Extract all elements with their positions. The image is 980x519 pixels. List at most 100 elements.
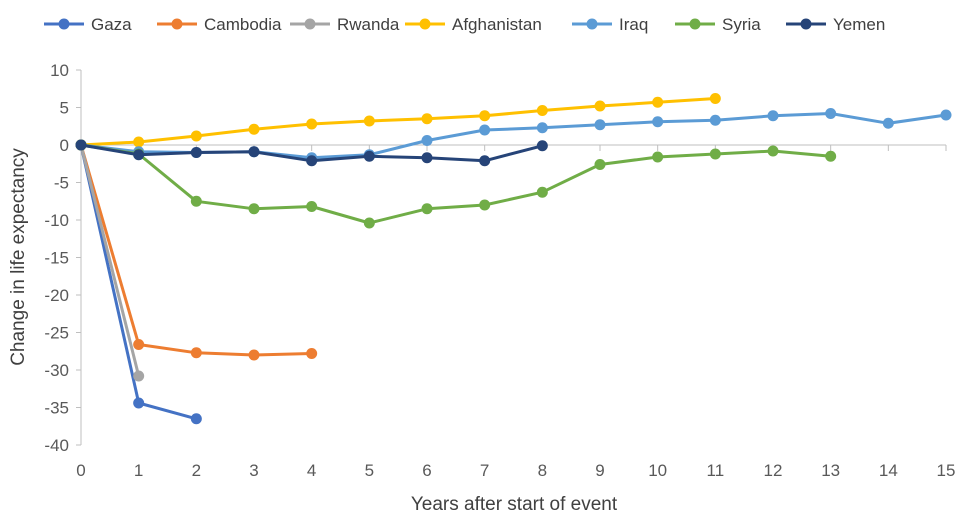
data-point-afghanistan: [306, 118, 318, 130]
x-tick-label: 7: [480, 461, 489, 480]
x-tick-label: 10: [648, 461, 667, 480]
data-point-afghanistan: [479, 110, 491, 122]
y-tick-label: 5: [60, 99, 69, 118]
legend-item-afghanistan: Afghanistan: [405, 15, 542, 34]
data-point-afghanistan: [363, 115, 375, 127]
x-tick-label: 9: [595, 461, 604, 480]
legend-marker: [800, 18, 812, 30]
series-line-cambodia: [79, 144, 312, 357]
data-point-iraq: [882, 117, 894, 129]
x-tick-label: 1: [134, 461, 143, 480]
x-tick-label: 5: [365, 461, 374, 480]
legend-label: Cambodia: [204, 15, 282, 34]
data-point-iraq: [825, 108, 837, 119]
x-tick-label: 0: [76, 461, 85, 480]
series-line-afghanistan: [80, 97, 716, 147]
x-tick-label: 15: [937, 461, 956, 480]
data-point-yemen: [248, 146, 260, 158]
y-tick-label: -30: [44, 361, 69, 380]
y-tick-label: -10: [44, 211, 69, 230]
data-point-syria: [825, 150, 837, 162]
data-point-afghanistan: [133, 136, 145, 148]
data-point-rwanda: [133, 370, 145, 382]
y-tick-label: -20: [44, 286, 69, 305]
legend-item-syria: Syria: [675, 15, 761, 34]
data-point-syria: [363, 217, 375, 229]
data-point-yemen: [479, 155, 491, 167]
data-point-yemen: [306, 155, 318, 167]
data-point-iraq: [594, 119, 606, 131]
y-tick-label: -35: [44, 399, 69, 418]
data-point-iraq: [940, 109, 952, 121]
series-line-rwanda: [79, 144, 141, 377]
legend: Gaza Cambodia Rwanda Afghanistan Iraq Syria Ye…: [44, 15, 885, 34]
series-cambodia: [75, 139, 318, 361]
x-tick-label: 2: [192, 461, 201, 480]
y-tick-label: -5: [54, 174, 69, 193]
data-point-yemen: [75, 139, 87, 151]
legend-label: Rwanda: [337, 15, 400, 34]
x-tick-label: 11: [707, 461, 725, 480]
x-tick-label: 6: [422, 461, 431, 480]
data-point-yemen: [190, 147, 202, 158]
data-point-iraq: [479, 124, 491, 136]
data-point-afghanistan: [594, 100, 606, 112]
data-point-yemen: [421, 152, 433, 164]
legend-marker: [586, 18, 598, 30]
data-point-syria: [306, 201, 318, 212]
data-point-gaza: [190, 413, 202, 425]
legend-item-yemen: Yemen: [786, 15, 885, 34]
legend-marker: [419, 18, 431, 30]
legend-label: Afghanistan: [452, 15, 542, 34]
legend-marker: [171, 18, 183, 30]
data-point-syria: [190, 195, 202, 207]
series-yemen: [75, 139, 548, 167]
legend-label: Syria: [722, 15, 761, 34]
x-tick-label: 14: [879, 461, 898, 480]
data-point-gaza: [133, 397, 145, 409]
legend-marker: [58, 18, 70, 30]
data-point-syria: [479, 199, 491, 211]
data-point-afghanistan: [421, 113, 433, 125]
data-point-syria: [421, 203, 433, 215]
data-point-iraq: [421, 135, 433, 146]
y-tick-label: -15: [44, 249, 69, 268]
plot-area: [75, 93, 952, 425]
data-point-cambodia: [133, 339, 145, 350]
data-point-afghanistan: [536, 105, 548, 116]
y-axis: 10 5 0 -5 -10 -15 -20 -25 -30 -35 -40: [44, 61, 82, 455]
x-tick-label: 8: [538, 461, 547, 480]
legend-marker: [304, 18, 316, 30]
data-point-yemen: [363, 150, 375, 162]
data-point-syria: [248, 203, 260, 215]
legend-item-iraq: Iraq: [572, 15, 648, 34]
y-tick-label: -40: [44, 436, 69, 455]
data-point-iraq: [652, 116, 664, 128]
legend-item-cambodia: Cambodia: [157, 15, 282, 34]
series-line-syria: [80, 143, 831, 225]
data-point-syria: [709, 148, 721, 160]
legend-label: Iraq: [619, 15, 648, 34]
y-axis-title: Change in life expectancy: [8, 148, 29, 366]
data-point-afghanistan: [709, 93, 721, 104]
x-tick-label: 4: [307, 461, 316, 480]
series-afghanistan: [75, 93, 721, 151]
data-point-iraq: [767, 110, 779, 122]
data-point-afghanistan: [652, 96, 664, 108]
data-point-afghanistan: [248, 123, 260, 135]
data-point-iraq: [709, 114, 721, 126]
y-tick-label: 0: [60, 136, 69, 155]
data-point-syria: [652, 151, 664, 163]
legend-item-rwanda: Rwanda: [290, 15, 400, 34]
y-tick-label: -25: [44, 324, 69, 343]
data-point-cambodia: [306, 348, 318, 359]
legend-label: Gaza: [91, 15, 132, 34]
data-point-cambodia: [248, 349, 260, 361]
legend-marker: [689, 18, 701, 30]
legend-item-gaza: Gaza: [44, 15, 132, 34]
series-gaza: [75, 139, 202, 425]
data-point-syria: [767, 145, 779, 157]
x-axis: 0 1 2 3 4 5 6 7 8 9 10 11 12 13 14 15: [76, 144, 956, 480]
data-point-syria: [536, 186, 548, 198]
